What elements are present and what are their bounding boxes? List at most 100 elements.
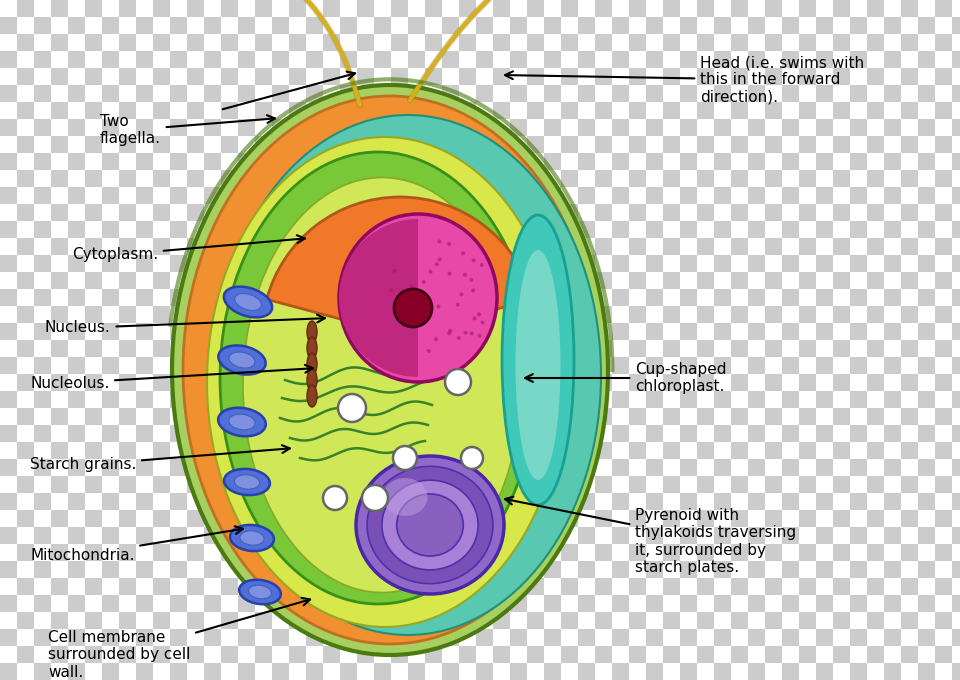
Bar: [306, 136, 323, 153]
Bar: [68, 0, 85, 17]
Bar: [612, 629, 629, 646]
Bar: [901, 102, 918, 119]
Bar: [17, 442, 34, 459]
Bar: [340, 340, 357, 357]
Bar: [629, 510, 646, 527]
Bar: [119, 646, 136, 663]
Bar: [17, 357, 34, 374]
Bar: [306, 204, 323, 221]
Bar: [901, 340, 918, 357]
Bar: [595, 51, 612, 68]
Bar: [714, 425, 731, 442]
Bar: [544, 357, 561, 374]
Bar: [34, 340, 51, 357]
Bar: [544, 221, 561, 238]
Bar: [153, 323, 170, 340]
Bar: [442, 238, 459, 255]
Bar: [935, 272, 952, 289]
Bar: [901, 306, 918, 323]
Bar: [476, 272, 493, 289]
Bar: [289, 221, 306, 238]
Bar: [714, 612, 731, 629]
Bar: [663, 323, 680, 340]
Bar: [255, 408, 272, 425]
Ellipse shape: [218, 408, 266, 437]
Bar: [663, 170, 680, 187]
Ellipse shape: [307, 353, 317, 375]
Bar: [629, 272, 646, 289]
Bar: [510, 102, 527, 119]
Bar: [255, 187, 272, 204]
Bar: [102, 238, 119, 255]
Bar: [85, 68, 102, 85]
Bar: [697, 289, 714, 306]
Ellipse shape: [234, 294, 261, 311]
Bar: [595, 323, 612, 340]
Bar: [493, 408, 510, 425]
Bar: [17, 476, 34, 493]
Bar: [918, 663, 935, 680]
Bar: [340, 561, 357, 578]
Ellipse shape: [228, 414, 255, 430]
Bar: [510, 34, 527, 51]
Bar: [17, 153, 34, 170]
Bar: [663, 544, 680, 561]
Bar: [799, 408, 816, 425]
Bar: [527, 663, 544, 680]
Bar: [425, 51, 442, 68]
Bar: [221, 85, 238, 102]
Bar: [289, 51, 306, 68]
Bar: [323, 425, 340, 442]
Bar: [731, 187, 748, 204]
Bar: [816, 578, 833, 595]
Bar: [459, 306, 476, 323]
Bar: [850, 272, 867, 289]
Bar: [289, 510, 306, 527]
Bar: [323, 136, 340, 153]
Bar: [561, 663, 578, 680]
Bar: [272, 544, 289, 561]
Bar: [391, 51, 408, 68]
Bar: [425, 646, 442, 663]
Bar: [170, 442, 187, 459]
Bar: [238, 306, 255, 323]
Bar: [935, 544, 952, 561]
Bar: [476, 663, 493, 680]
Bar: [510, 629, 527, 646]
Bar: [816, 391, 833, 408]
Bar: [799, 595, 816, 612]
Bar: [187, 561, 204, 578]
Bar: [952, 0, 960, 17]
Bar: [136, 374, 153, 391]
Bar: [527, 187, 544, 204]
Bar: [442, 102, 459, 119]
Bar: [119, 170, 136, 187]
Bar: [255, 289, 272, 306]
Bar: [170, 459, 187, 476]
Bar: [901, 425, 918, 442]
Bar: [153, 306, 170, 323]
Bar: [102, 170, 119, 187]
Bar: [782, 238, 799, 255]
Bar: [306, 476, 323, 493]
Bar: [238, 153, 255, 170]
Bar: [697, 170, 714, 187]
Bar: [935, 289, 952, 306]
Bar: [306, 85, 323, 102]
Bar: [629, 629, 646, 646]
Bar: [527, 238, 544, 255]
Bar: [850, 255, 867, 272]
Bar: [170, 374, 187, 391]
Bar: [578, 340, 595, 357]
Bar: [782, 136, 799, 153]
Bar: [935, 238, 952, 255]
Bar: [340, 0, 357, 17]
Bar: [34, 544, 51, 561]
Bar: [170, 663, 187, 680]
Bar: [187, 408, 204, 425]
Bar: [323, 612, 340, 629]
Bar: [748, 306, 765, 323]
Bar: [357, 340, 374, 357]
Bar: [646, 119, 663, 136]
Bar: [578, 510, 595, 527]
